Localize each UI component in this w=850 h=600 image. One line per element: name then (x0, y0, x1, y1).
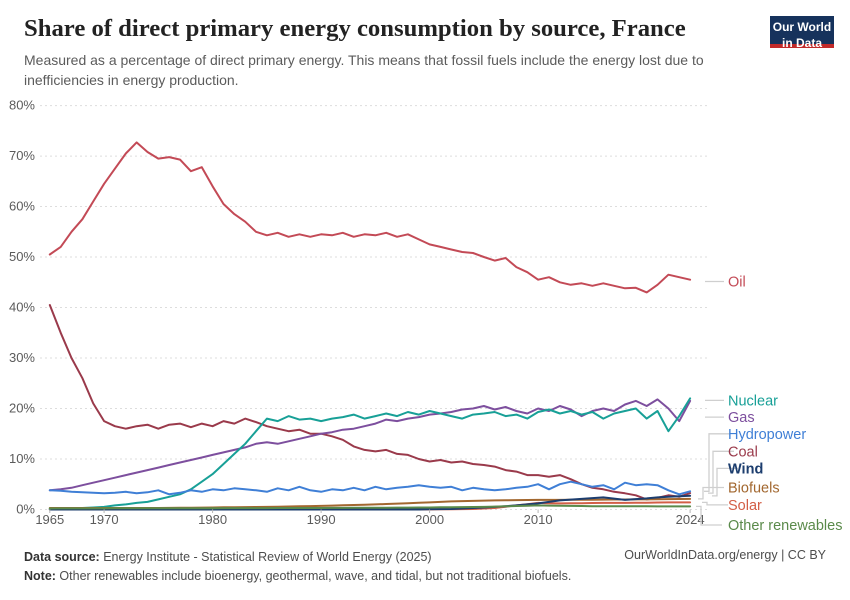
svg-text:Gas: Gas (728, 410, 755, 426)
svg-text:30%: 30% (9, 350, 35, 365)
svg-text:1970: 1970 (90, 512, 119, 527)
svg-text:Hydropower: Hydropower (728, 427, 806, 443)
svg-text:Wind: Wind (728, 461, 763, 477)
svg-text:1980: 1980 (198, 512, 227, 527)
svg-text:Coal: Coal (728, 444, 758, 460)
svg-text:1965: 1965 (35, 512, 64, 527)
svg-text:60%: 60% (9, 199, 35, 214)
svg-text:Solar: Solar (728, 498, 762, 514)
svg-text:50%: 50% (9, 249, 35, 264)
svg-text:0%: 0% (16, 502, 35, 517)
svg-text:Nuclear: Nuclear (728, 393, 778, 409)
svg-text:Biofuels: Biofuels (728, 481, 780, 497)
svg-text:10%: 10% (9, 451, 35, 466)
svg-text:80%: 80% (9, 98, 35, 113)
svg-text:20%: 20% (9, 401, 35, 416)
svg-text:70%: 70% (9, 148, 35, 163)
svg-text:2000: 2000 (415, 512, 444, 527)
svg-text:40%: 40% (9, 300, 35, 315)
svg-text:1990: 1990 (307, 512, 336, 527)
svg-text:Oil: Oil (728, 275, 746, 291)
svg-text:2024: 2024 (676, 512, 705, 527)
svg-text:Other renewables: Other renewables (728, 518, 842, 534)
svg-text:2010: 2010 (524, 512, 553, 527)
